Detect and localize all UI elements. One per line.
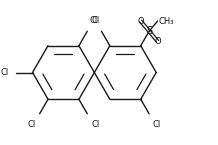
Text: S: S <box>146 26 152 36</box>
Text: Cl: Cl <box>89 16 98 25</box>
Text: Cl: Cl <box>0 68 8 77</box>
Text: CH₃: CH₃ <box>158 17 174 26</box>
Text: Cl: Cl <box>28 120 36 129</box>
Text: Cl: Cl <box>91 16 99 25</box>
Text: O: O <box>137 17 144 26</box>
Text: Cl: Cl <box>91 120 99 129</box>
Text: O: O <box>154 37 161 46</box>
Text: Cl: Cl <box>153 120 161 129</box>
